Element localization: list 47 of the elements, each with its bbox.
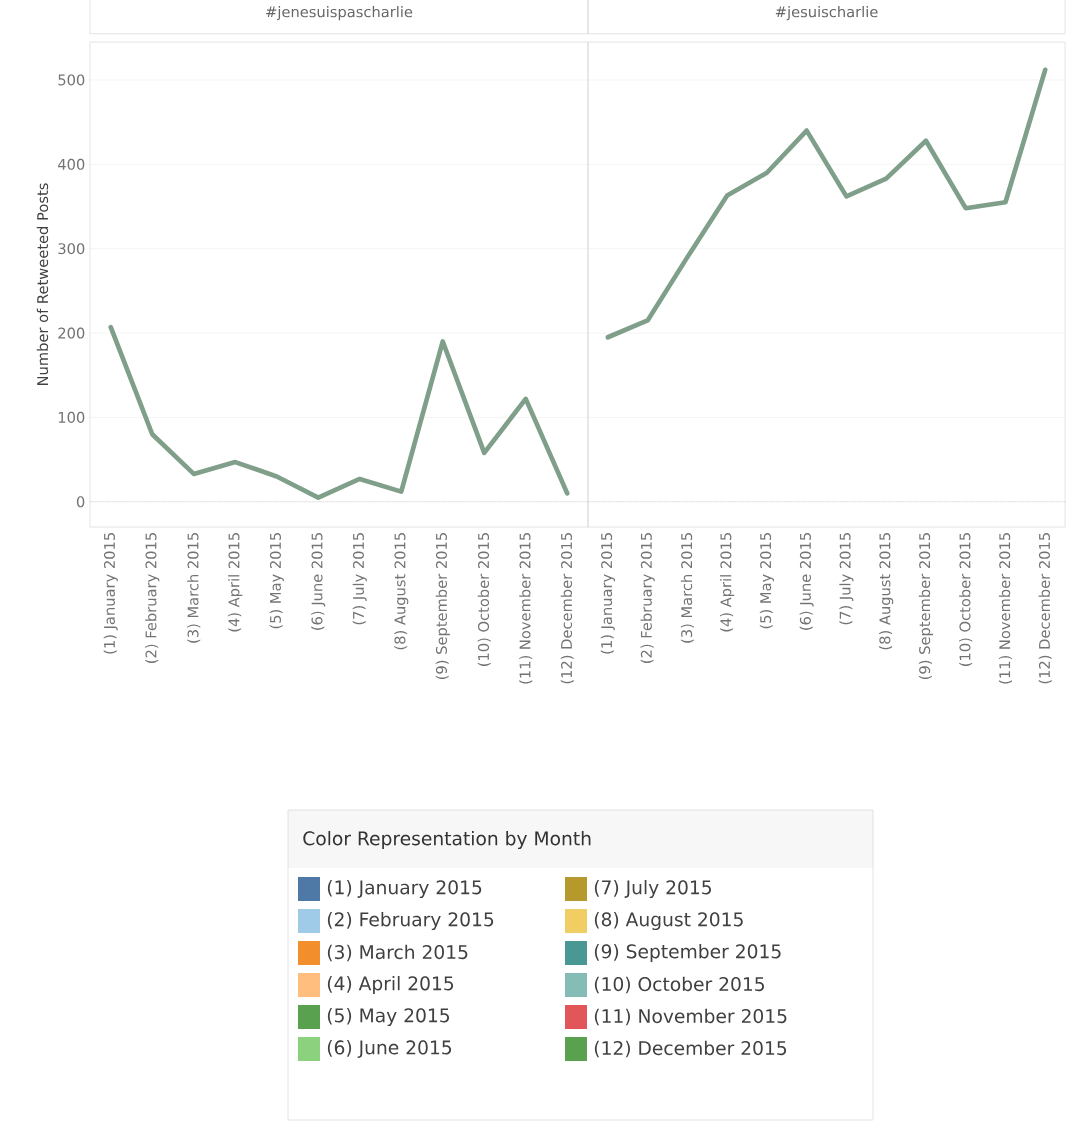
chart-title: #jenesuispascharlie: [266, 5, 413, 21]
y-tick-label: 200: [58, 327, 85, 339]
y-tick-label: 400: [58, 158, 85, 170]
category-label: (4) April 2015: [327, 975, 454, 995]
x-tick-label: (11) November 2015: [998, 533, 1012, 684]
x-tick-label: (6) June 2015: [311, 533, 326, 630]
y-tick-label: 0: [76, 496, 85, 508]
x-tick-label: (10) October 2015: [959, 533, 973, 666]
x-tick-label: (10) October 2015: [477, 533, 491, 666]
legend-title: Color Representation by Month: [303, 830, 591, 850]
category-label: (6) June 2015: [327, 1040, 452, 1058]
x-tick-label: (4) April 2015: [720, 533, 735, 632]
x-tick-label: (2) February 2015: [640, 533, 655, 663]
chart-title: #jesuischarlie: [775, 5, 878, 21]
x-tick-label: (7) July 2015: [839, 533, 854, 625]
category-label: (11) November 2015: [594, 1008, 787, 1026]
x-tick-label: (5) May 2015: [269, 533, 284, 629]
y-tick-label: 300: [58, 243, 85, 255]
x-tick-label: (12) December 2015: [560, 533, 574, 684]
x-tick-label: (6) June 2015: [799, 533, 814, 630]
category-label: (2) February 2015: [327, 911, 494, 931]
x-tick-label: (1) January 2015: [103, 533, 118, 654]
category-label: (10) October 2015: [594, 976, 764, 994]
x-tick-label: (5) May 2015: [759, 533, 774, 629]
x-tick-label: (12) December 2015: [1038, 533, 1052, 684]
y-tick-label: 500: [58, 74, 85, 86]
x-tick-label: (8) August 2015: [394, 533, 409, 650]
y-axis-title: Number of Retweeted Posts: [36, 183, 49, 385]
category-label: (8) August 2015: [594, 911, 743, 931]
x-tick-label: (2) February 2015: [145, 533, 160, 663]
category-label: (7) July 2015: [594, 879, 711, 899]
x-tick-label: (4) April 2015: [228, 533, 243, 632]
x-tick-label: (7) July 2015: [352, 533, 367, 625]
x-tick-label: (3) March 2015: [187, 533, 201, 643]
category-label: (3) March 2015: [327, 944, 468, 962]
x-tick-label: (8) August 2015: [879, 533, 894, 650]
line-series: [108, 324, 570, 500]
category-label: (5) May 2015: [327, 1007, 450, 1027]
x-tick-label: (9) September 2015: [435, 533, 450, 680]
x-tick-label: (9) September 2015: [918, 533, 934, 680]
category-label: (1) January 2015: [327, 879, 482, 899]
x-tick-label: (11) November 2015: [519, 533, 533, 684]
x-tick-label: (1) January 2015: [600, 533, 615, 654]
x-tick-label: (3) March 2015: [680, 533, 694, 643]
category-label: (12) December 2015: [594, 1040, 787, 1058]
y-tick-label: 100: [58, 411, 85, 423]
category-label: (9) September 2015: [594, 943, 781, 963]
